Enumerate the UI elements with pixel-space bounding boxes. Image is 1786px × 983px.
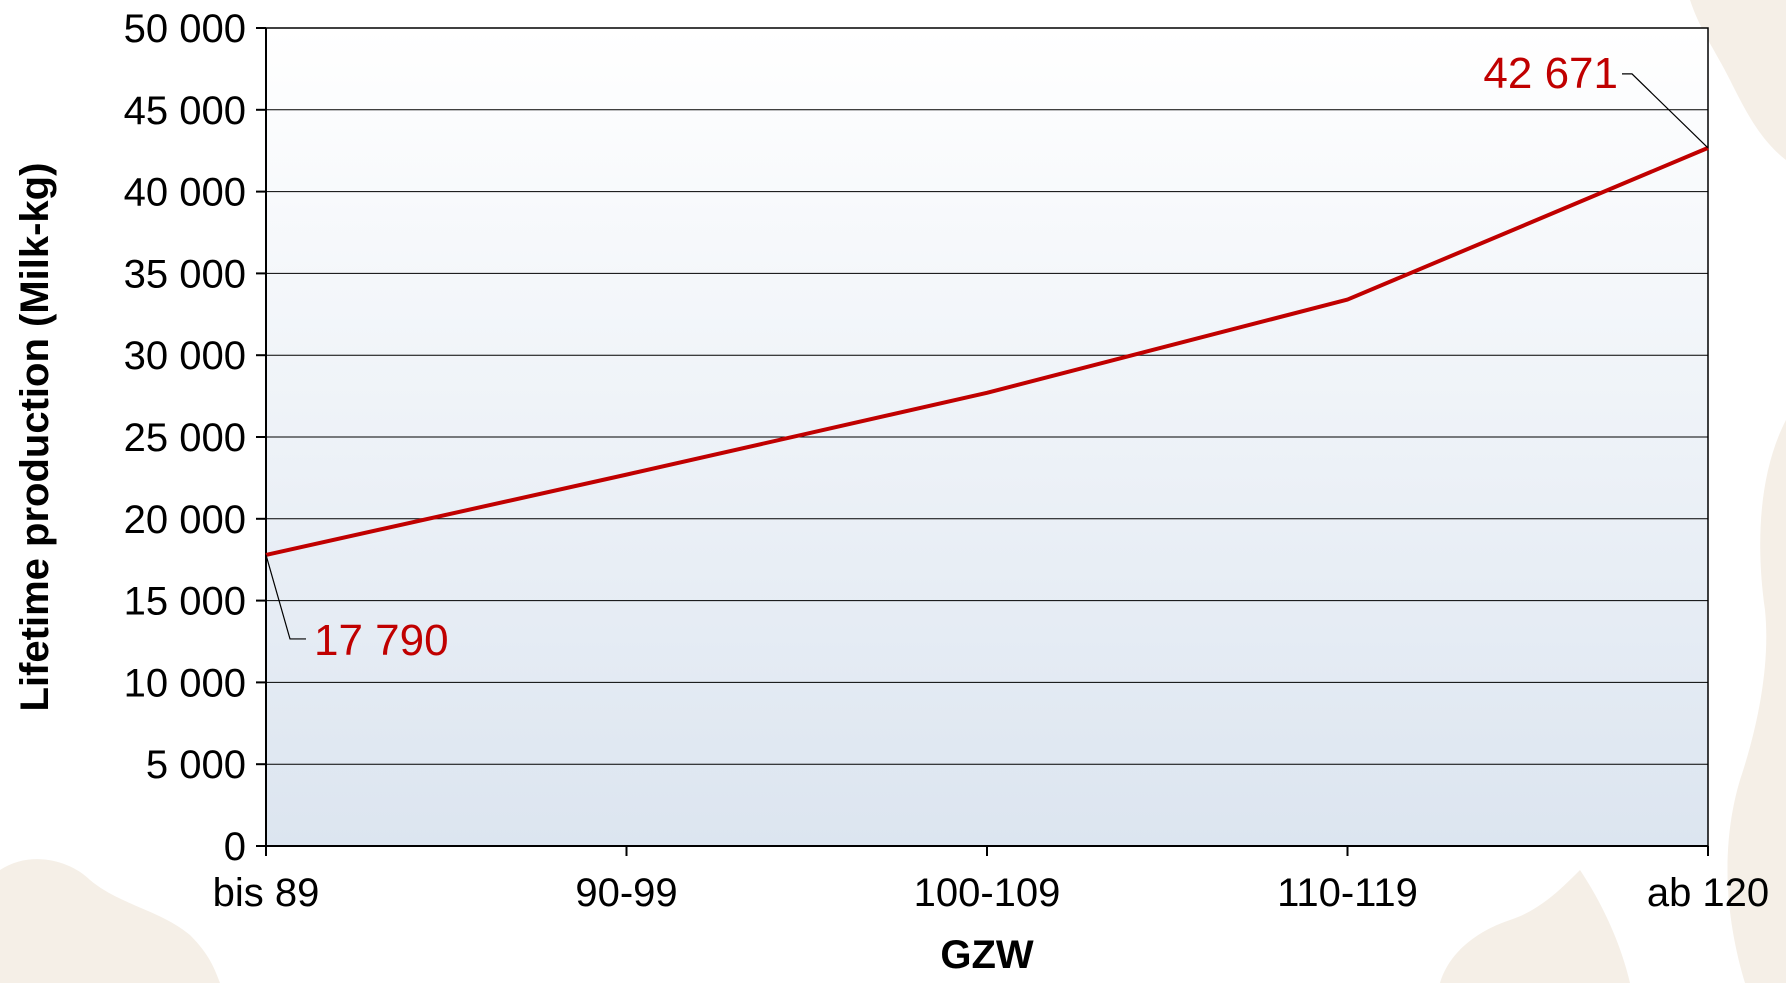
background-blob-bottom-left xyxy=(0,859,220,983)
x-axis-title: GZW xyxy=(940,933,1034,977)
x-tick-label: 100-109 xyxy=(914,871,1061,915)
data-label: 42 671 xyxy=(1483,49,1618,98)
y-tick-label: 5 000 xyxy=(146,743,246,787)
series-line xyxy=(265,146,1709,557)
leader-line xyxy=(265,554,306,640)
x-axis-ticks: bis 89 90-99 100-109 110-119 ab 120 xyxy=(213,846,1769,915)
background-blob-right xyxy=(1727,420,1786,983)
y-axis-title: Lifetime production (Milk-kg) xyxy=(13,163,57,712)
x-tick-label: bis 89 xyxy=(213,871,320,915)
y-tick-label: 20 000 xyxy=(124,498,246,542)
y-tick-label: 30 000 xyxy=(124,334,246,378)
plot-border xyxy=(265,27,1709,847)
y-tick-label: 35 000 xyxy=(124,252,246,296)
x-tick-label: 90-99 xyxy=(575,871,677,915)
y-tick-label: 25 000 xyxy=(124,416,246,460)
background-blob-top-right xyxy=(1690,0,1786,160)
y-tick-label: 10 000 xyxy=(124,661,246,705)
x-tick-label: ab 120 xyxy=(1647,871,1769,915)
label-leader-lines xyxy=(265,73,1709,640)
y-tick-label: 0 xyxy=(224,825,246,869)
y-axis-ticks: 0 5 000 10 000 15 000 20 000 25 000 30 000 35 0… xyxy=(124,7,266,869)
data-labels: 17 790 42 671 xyxy=(314,49,1618,665)
leader-line xyxy=(1622,73,1709,149)
background-blob-bottom-right xyxy=(1440,870,1630,983)
y-tick-label: 15 000 xyxy=(124,580,246,624)
data-label: 17 790 xyxy=(314,616,449,665)
x-tick-label: 110-119 xyxy=(1277,871,1418,915)
gridlines xyxy=(266,109,1708,765)
y-tick-label: 45 000 xyxy=(124,89,246,133)
y-tick-label: 40 000 xyxy=(124,171,246,215)
y-tick-label: 50 000 xyxy=(124,7,246,51)
